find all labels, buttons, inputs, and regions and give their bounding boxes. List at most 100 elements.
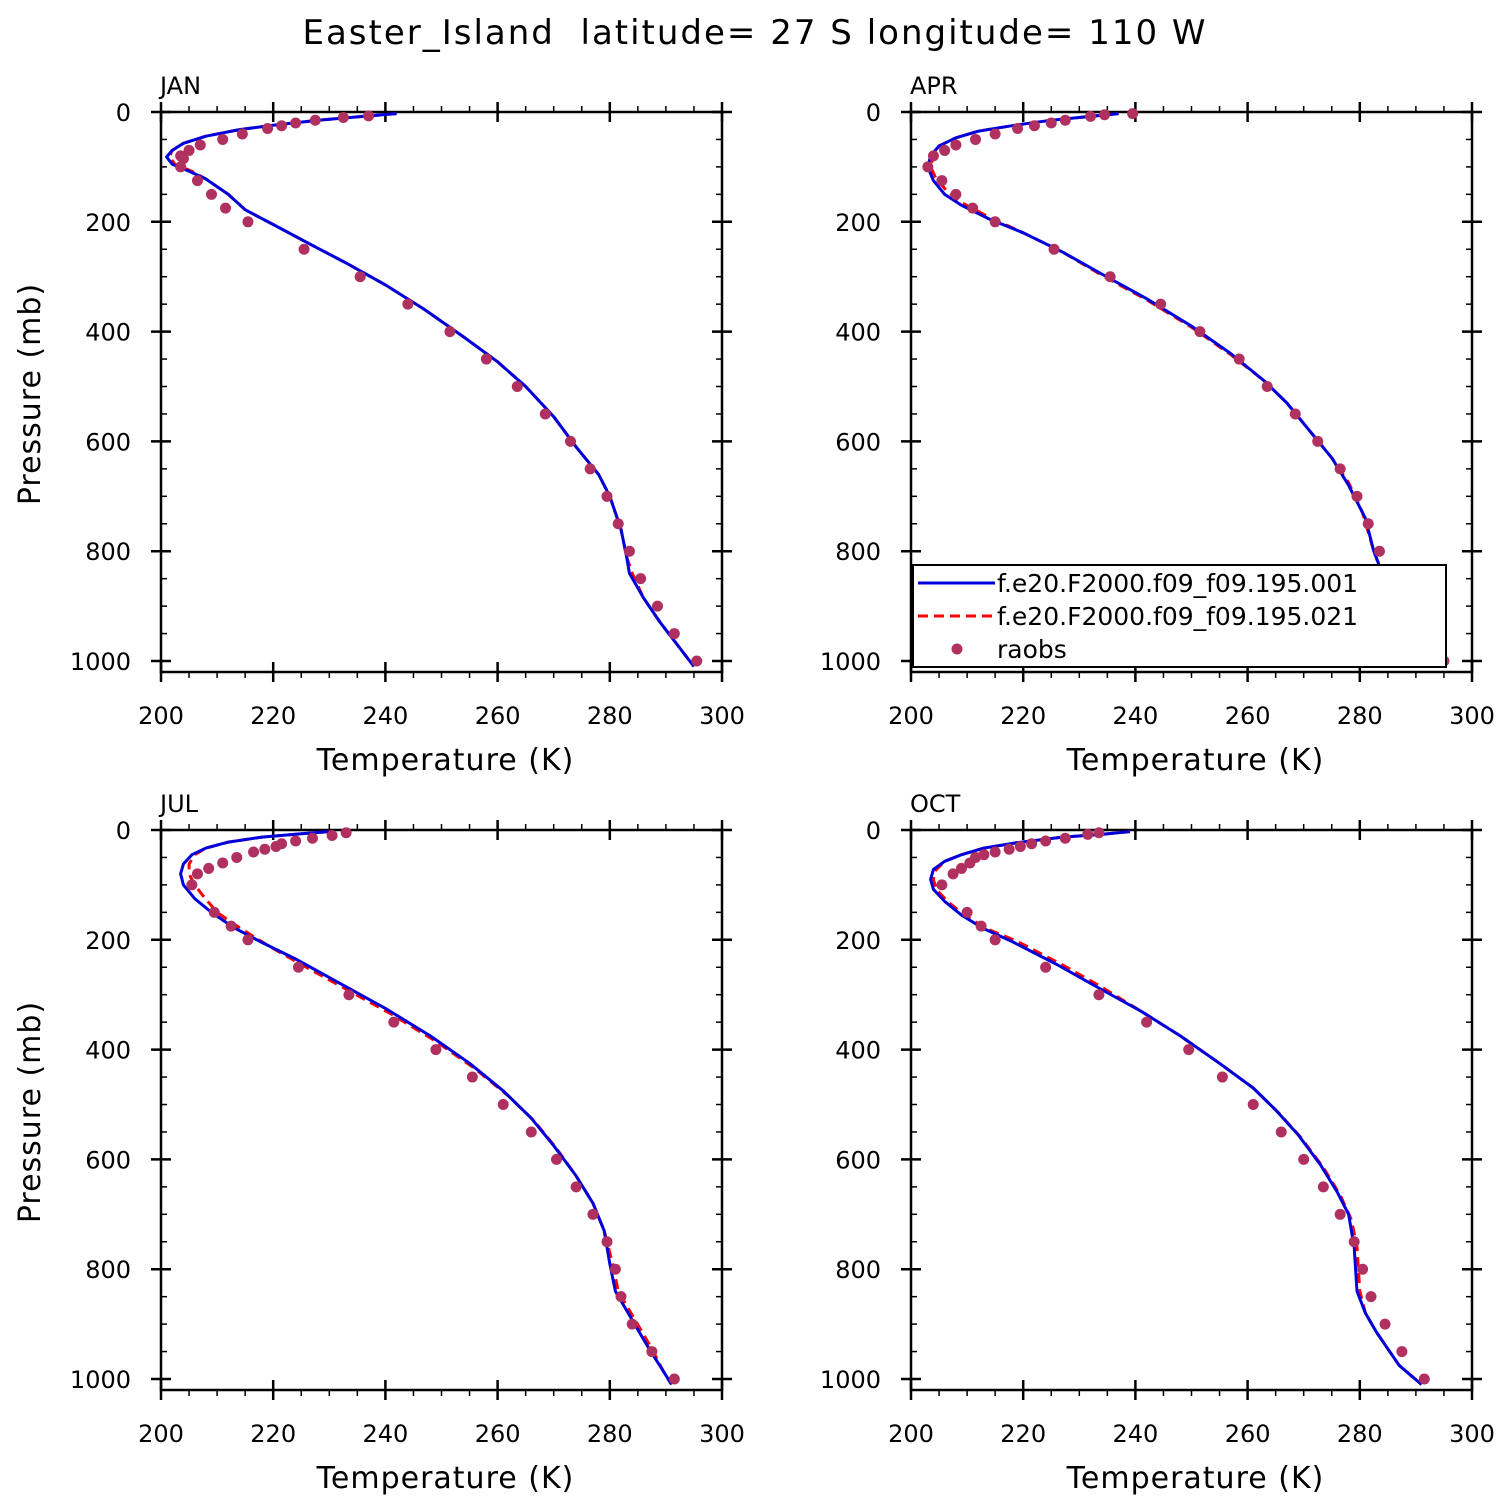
raobs-marker (497, 1099, 509, 1111)
raobs-marker (1040, 835, 1052, 847)
y-tick-label: 800 (85, 538, 131, 566)
raobs-marker (430, 1044, 442, 1056)
x-tick-label: 200 (138, 1420, 184, 1448)
raobs-marker (183, 144, 195, 156)
raobs-marker (1396, 1346, 1408, 1358)
raobs-marker (989, 128, 1001, 140)
x-tick-label: 220 (1000, 1420, 1046, 1448)
raobs-marker (205, 188, 217, 200)
panel-oct: OCT 200 220 240 260 280 300 0 200 400 600 800 1000 Te… (820, 790, 1495, 1496)
panel-apr: APR 200 220 240 260 280 300 0 200 400 600 800 1000 Te… (820, 72, 1495, 778)
raobs-marker (668, 1373, 680, 1385)
raobs-marker (402, 298, 414, 310)
y-tick-label: 200 (835, 927, 881, 955)
y-tick-label: 600 (835, 1146, 881, 1174)
raobs-marker (539, 408, 551, 420)
y-tick-label: 200 (85, 209, 131, 237)
x-tick-label: 260 (475, 1420, 521, 1448)
raobs-marker (936, 175, 948, 187)
raobs-marker (1085, 110, 1097, 122)
raobs-marker (354, 271, 366, 283)
raobs-marker (175, 161, 187, 173)
x-tick-label: 240 (362, 702, 408, 730)
raobs-marker (248, 846, 260, 858)
y-tick-label: 600 (85, 1146, 131, 1174)
raobs-marker (1082, 828, 1094, 840)
raobs-marker (609, 1263, 621, 1275)
raobs-marker (388, 1016, 400, 1028)
raobs-marker (340, 827, 352, 839)
raobs-marker (927, 150, 939, 162)
raobs-marker (290, 835, 302, 847)
raobs-marker (1357, 1263, 1369, 1275)
raobs-marker (651, 600, 663, 612)
x-tick-label: 260 (475, 702, 521, 730)
raobs-marker (1317, 1181, 1329, 1193)
raobs-marker (570, 1181, 582, 1193)
raobs-marker (1059, 114, 1071, 126)
x-tick-label: 260 (1225, 702, 1271, 730)
raobs-marker (290, 117, 302, 129)
panel-label-oct: OCT (910, 790, 961, 818)
raobs-marker (1216, 1071, 1228, 1083)
raobs-marker (480, 353, 492, 365)
raobs-marker (242, 216, 254, 228)
series-line-model-001 (165, 112, 696, 668)
x-tick-label: 200 (888, 1420, 934, 1448)
y-tick-label: 0 (866, 817, 881, 845)
x-axis-label: Temperature (K) (316, 743, 575, 778)
x-tick-label: 200 (138, 702, 184, 730)
raobs-marker (1028, 120, 1040, 132)
raobs-marker (1334, 1208, 1346, 1220)
raobs-marker (309, 114, 321, 126)
raobs-marker (1104, 271, 1116, 283)
raobs-marker (1348, 1236, 1360, 1248)
raobs-marker (950, 139, 962, 151)
raobs-marker (950, 188, 962, 200)
raobs-marker (601, 490, 613, 502)
raobs-marker (1379, 1318, 1391, 1330)
raobs-marker (337, 111, 349, 123)
raobs-marker (989, 934, 1001, 946)
x-tick-label: 280 (1337, 1420, 1383, 1448)
x-tick-label: 240 (1112, 702, 1158, 730)
raobs-marker (635, 573, 647, 585)
raobs-marker (217, 133, 229, 145)
x-tick-label: 280 (587, 702, 633, 730)
x-tick-label: 240 (362, 1420, 408, 1448)
plot-frame (159, 828, 724, 1392)
y-axis-label: Pressure (mb) (13, 1001, 48, 1223)
x-tick-label: 300 (1449, 702, 1495, 730)
series-line-model-001 (929, 830, 1423, 1386)
raobs-marker (626, 1318, 638, 1330)
y-tick-label: 600 (85, 428, 131, 456)
x-tick-label: 200 (888, 702, 934, 730)
raobs-marker (363, 110, 375, 122)
raobs-marker (1233, 353, 1245, 365)
panel-label-jan: JAN (158, 72, 201, 100)
y-tick-label: 400 (85, 319, 131, 347)
raobs-marker (1045, 117, 1057, 129)
raobs-marker (194, 139, 206, 151)
raobs-marker (203, 862, 215, 874)
raobs-marker (551, 1153, 563, 1165)
legend-label-model-001: f.e20.F2000.f09_f09.195.001 (997, 569, 1358, 598)
raobs-marker (1351, 490, 1363, 502)
raobs-marker (1099, 109, 1111, 121)
y-tick-label: 1000 (70, 648, 131, 676)
raobs-marker (978, 849, 990, 861)
raobs-marker (646, 1346, 658, 1358)
raobs-marker (1026, 838, 1038, 850)
raobs-marker (444, 326, 456, 338)
raobs-marker (970, 133, 982, 145)
legend-box (912, 564, 1447, 668)
raobs-marker (1298, 1153, 1310, 1165)
panel-jul: JUL 200 220 240 260 280 300 0 200 400 600 800 1000 Te… (13, 790, 745, 1496)
x-tick-label: 300 (699, 702, 745, 730)
legend-swatch-raobs (951, 643, 963, 655)
y-tick-label: 600 (835, 428, 881, 456)
y-tick-label: 800 (85, 1256, 131, 1284)
raobs-marker (964, 857, 976, 869)
raobs-marker (276, 120, 288, 132)
raobs-marker (225, 920, 237, 932)
